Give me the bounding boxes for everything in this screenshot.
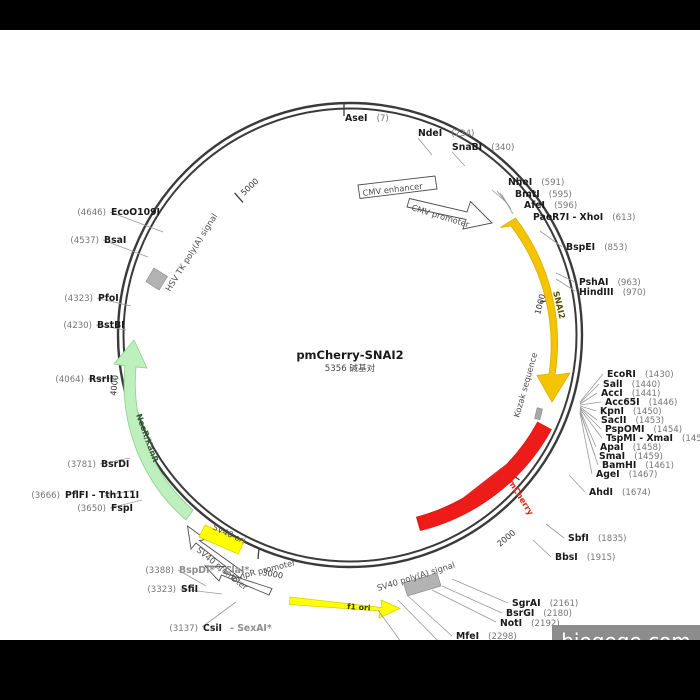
site-Acc65I: Acc65I (1446) [605,390,677,409]
site-SbfI: SbfI (1835) [568,526,627,545]
site-BsrGI: BsrGI (2180) [506,601,572,620]
site-SfiI-pos: (3323) [147,585,176,595]
site-AgeI: AgeI (1467) [596,462,657,481]
feature-hsv-tk-polya: HSV TK poly(A) signal [145,212,219,294]
site-PflFI-Tth111I-pos: (3666) [31,491,60,501]
site-AccI: AccI (1441) [601,381,660,400]
site-MfeI: MfeI (2298) [456,624,517,640]
site-group-bottom-left: (3137) CsiI - SexAI* (3323) SfiI (3388) … [145,565,272,635]
site-EcoO109I-pos: (4646) [77,208,106,218]
site-BbsI: BbsI (1915) [555,545,615,564]
site-FspI-pos: (3650) [77,504,106,514]
tick-label-5000: 5000 [239,176,261,198]
feature-snai2: SNAI2 [500,217,571,403]
site-group-bottom-right: SgrAI (2161) BsrGI (2180) NotI (2192) Mf… [456,591,578,640]
feature-label-kozak: Kozak sequence [511,351,539,418]
tick-label-4000: 4000 [108,374,120,396]
site-RsrII-pos: (4064) [55,375,84,385]
site-PflFI-Tth111I: PflFI - Tth111I [65,490,139,501]
site-EcoO109I: EcoO109I [111,207,160,218]
site-SgrAI: SgrAI (2161) [512,591,578,610]
site-RsrII: RsrII [89,374,113,385]
feature-label-hsv-tk-polya: HSV TK poly(A) signal [163,212,219,294]
plasmid-canvas: 5000 1000 2000 3000 4000 SNAI2 [0,30,700,640]
plasmid-backbone [116,101,584,569]
feature-cmv-promoter: CMV promoter [406,197,493,230]
tick-label-2000: 2000 [495,527,517,548]
site-group-left: (3650) FspI (3666) PflFI - Tth111I (3781… [31,207,160,514]
feature-kozak-sequence: Kozak sequence [511,351,543,421]
site-group-right-lower: SbfI (1835) BbsI (1915) [555,526,627,564]
feature-mcherry: mCherry [416,421,552,531]
site-AseI: AseI (7) [345,106,389,125]
site-AhdI: AhdI (1674) [589,480,651,499]
feature-f1-ori: f1 ori [289,596,401,619]
feature-neor-kanr: NeoR/KanR [113,339,194,521]
site-BamHI: BamHI (1461) [602,453,674,472]
site-NheI: NheI (591) [508,170,564,189]
plasmid-name: pmCherry-SNAI2 [296,348,403,362]
site-BstBI: BstBI [97,320,125,331]
site-BspEI: BspEI (853) [566,235,627,254]
site-SmaI: SmaI (1459) [599,444,663,463]
site-SalI: SalI (1440) [603,372,660,391]
site-group-right-upper: NheI (591) BmtI (595) AfeI (596) PaeR7I … [508,170,646,299]
site-BsrDI: BsrDI [101,459,129,470]
site-ApaI: ApaI (1458) [600,435,661,454]
site-HindIII: HindIII (970) [579,280,646,299]
site-PspOMI: PspOMI (1454) [605,417,682,436]
site-PfoI: PfoI [98,293,119,304]
tick-label-3000: 3000 [262,567,284,580]
site-PaeR7I-XhoI: PaeR7I - XhoI (613) [533,205,635,224]
site-SnaBI: SnaBI (340) [452,135,514,154]
site-EcoRI: EcoRI (1430) [607,362,674,381]
site-TspMI-XmaI: TspMI - XmaI (1457) [606,426,700,445]
site-FspI: FspI [111,503,133,514]
site-BspDI-ClaI-pos: (3388) [145,566,174,576]
site-NdeI: NdeI (234) [418,121,474,140]
site-BsrDI-pos: (3781) [67,460,96,470]
feature-label-f1-ori: f1 ori [347,602,371,613]
site-AfeI: AfeI (596) [524,193,577,212]
site-BstBI-pos: (4230) [63,321,92,331]
site-NotI: NotI (2192) [500,611,560,630]
plasmid-diagram: 5000 1000 2000 3000 4000 SNAI2 [31,101,700,640]
site-BsaI: BsaI [104,235,126,246]
site-SfiI: SfiI [181,584,198,595]
plasmid-size: 5356 碱基对 [325,362,376,374]
site-SacII: SacII (1453) [601,408,664,427]
leader-lines [87,137,604,640]
site-BmtI: BmtI (595) [515,182,572,201]
site-BspDI-ClaI: BspDI* - ClaI* [179,565,249,576]
site-PshAI: PshAI (963) [579,270,641,289]
site-BsaI-pos: (4537) [70,236,99,246]
feature-cmv-enhancer: CMV enhancer [357,175,438,200]
site-KpnI: KpnI (1450) [600,399,662,418]
watermark: biogege.com [552,625,700,640]
site-PfoI-pos: (4323) [64,294,93,304]
site-CsiI-SexAI-name: CsiI - SexAI* [203,616,272,635]
site-CsiI-SexAI: (3137) [169,624,198,634]
site-group-right-mid: EcoRI (1430) SalI (1440) AccI (1441) Acc… [589,362,700,499]
site-group-top: AseI (7) NdeI (234) SnaBI (340) [345,106,514,154]
plasmid-title-group: pmCherry-SNAI2 5356 碱基对 [296,348,403,374]
watermark-text: biogege.com [561,629,691,640]
